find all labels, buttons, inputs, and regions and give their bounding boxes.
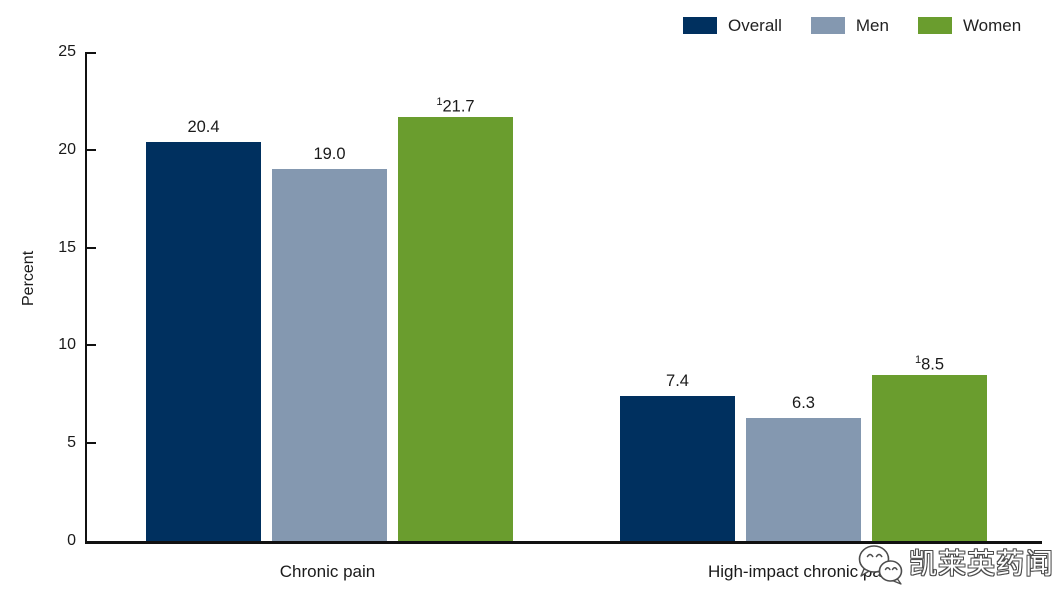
y-axis-tick-label: 20 <box>58 141 76 158</box>
bar-value-label: 19.0 <box>313 145 346 164</box>
legend: Overall Men Women <box>683 17 1021 34</box>
legend-swatch <box>683 17 717 34</box>
legend-label: Overall <box>728 16 782 35</box>
legend-item-women: Women <box>917 16 1022 35</box>
y-axis-tick-label: 15 <box>58 239 76 256</box>
y-axis-tick-label: 25 <box>58 43 76 60</box>
plot-area: 20.4 19.0 121.7 7.4 6.3 18.5 <box>85 52 1042 544</box>
y-axis-tick-label: 5 <box>67 434 76 451</box>
bar-value-label: 18.5 <box>914 353 945 374</box>
legend-item-men: Men <box>810 16 889 35</box>
y-axis-tick <box>87 247 96 249</box>
watermark-text: 凯莱英药闻 <box>908 548 1054 579</box>
y-axis-tick-label: 10 <box>58 336 76 353</box>
bar-value-label: 7.4 <box>666 372 689 391</box>
legend-label: Women <box>962 16 1022 35</box>
y-axis-title: Percent <box>20 250 37 306</box>
legend-label: Men <box>855 16 889 35</box>
bar-value-label: 121.7 <box>436 95 475 116</box>
watermark: 凯莱英药闻 <box>853 543 1054 585</box>
legend-swatch <box>810 17 845 34</box>
bar-men-0 <box>272 169 387 541</box>
bar-women-0 <box>398 116 513 541</box>
y-axis-tick <box>87 52 96 54</box>
bar-overall-1 <box>620 396 735 541</box>
y-axis-tick <box>87 344 96 346</box>
y-axis-tick <box>87 442 96 444</box>
bar-men-1 <box>746 417 861 541</box>
bar-overall-0 <box>146 141 261 541</box>
footnote-marker: 1 <box>914 353 922 366</box>
y-axis-tick <box>87 149 96 151</box>
category-label: High-impact chronic pain <box>707 562 896 581</box>
legend-item-overall: Overall <box>683 17 782 34</box>
wechat-logo-icon <box>858 545 903 585</box>
bar-value-label: 6.3 <box>792 393 815 412</box>
footnote-marker: 1 <box>436 95 443 108</box>
y-axis-tick-label: 0 <box>67 532 76 549</box>
category-label: Chronic pain <box>279 562 376 581</box>
legend-swatch <box>917 17 952 34</box>
bar-women-1 <box>872 374 987 541</box>
bar-value-label: 20.4 <box>187 117 220 136</box>
